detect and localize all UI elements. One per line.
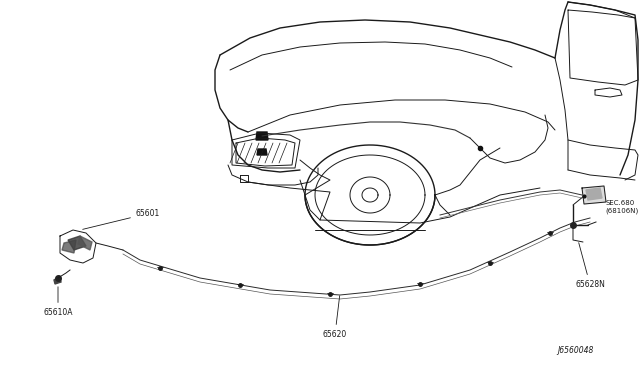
Polygon shape — [54, 276, 61, 284]
Polygon shape — [582, 186, 606, 204]
Polygon shape — [68, 236, 86, 250]
Text: 65628N: 65628N — [575, 243, 605, 289]
Text: 65601: 65601 — [83, 209, 160, 230]
Polygon shape — [257, 149, 267, 155]
Polygon shape — [586, 188, 602, 200]
Polygon shape — [78, 236, 92, 250]
Text: 65610A: 65610A — [44, 287, 73, 317]
Text: J6560048: J6560048 — [557, 346, 593, 355]
Polygon shape — [256, 132, 268, 140]
Text: 65620: 65620 — [323, 296, 347, 339]
Text: SEC.680
(68106N): SEC.680 (68106N) — [605, 200, 638, 214]
Polygon shape — [62, 240, 76, 253]
